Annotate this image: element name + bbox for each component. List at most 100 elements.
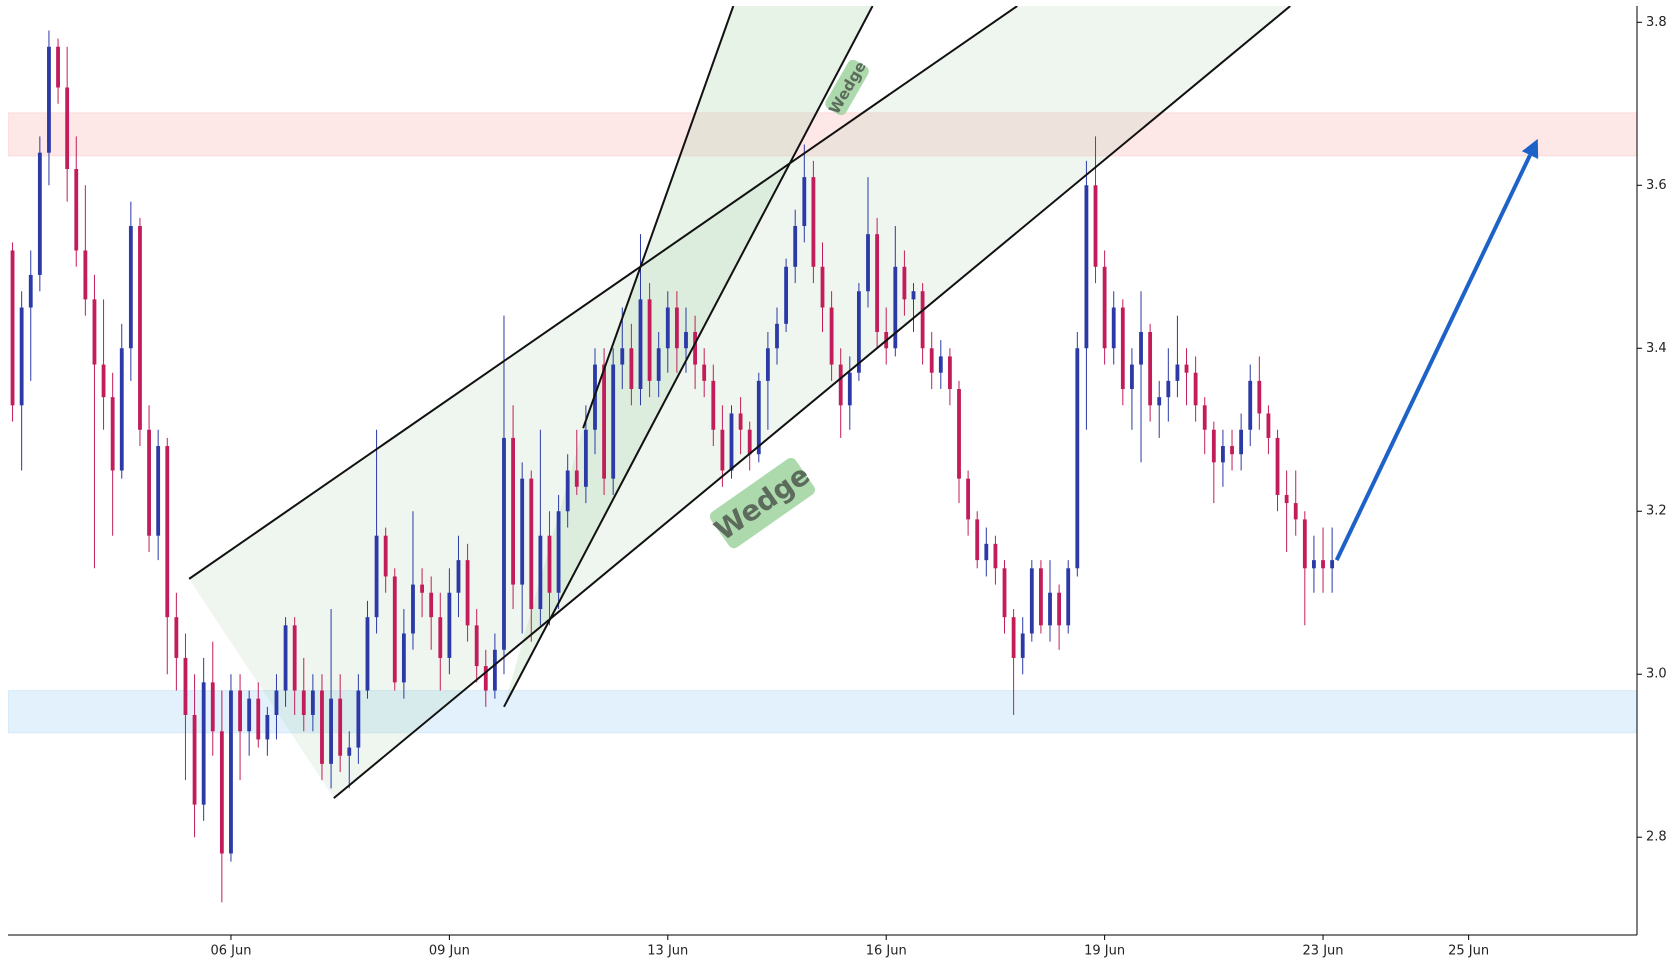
candle-body xyxy=(784,266,789,324)
candle-body xyxy=(1193,372,1198,406)
trend-line xyxy=(503,6,874,708)
candle-body xyxy=(1248,380,1253,430)
candle-body xyxy=(365,617,370,691)
candle-body xyxy=(138,226,142,430)
y-tick-label: 3.6 xyxy=(1646,178,1667,193)
price-zone xyxy=(8,112,1637,157)
candle-body xyxy=(656,348,661,381)
candle-body xyxy=(92,299,97,365)
candle-body xyxy=(647,299,652,381)
candle-body xyxy=(37,152,42,275)
candle-body xyxy=(128,226,133,349)
candle-body xyxy=(802,177,807,227)
candle-body xyxy=(1111,307,1116,349)
candle-body xyxy=(529,478,534,610)
candle-body xyxy=(1011,617,1016,658)
candle-body xyxy=(665,307,670,349)
candle-body xyxy=(101,364,106,398)
candle-body xyxy=(574,470,579,487)
candle-body xyxy=(1166,380,1171,398)
candle-body xyxy=(1293,503,1298,520)
candle-body xyxy=(820,266,825,308)
x-tick-label: 23 Jun xyxy=(1303,944,1344,959)
candle-body xyxy=(1202,405,1207,430)
candle-body xyxy=(1066,568,1071,626)
candle-body xyxy=(711,380,716,430)
price-zone xyxy=(8,690,1637,734)
candle-body xyxy=(947,356,952,390)
trend-line xyxy=(333,6,1291,799)
candle-body xyxy=(156,446,161,536)
candle-body xyxy=(856,291,861,373)
candle-body xyxy=(392,576,397,683)
candle-body xyxy=(538,535,543,610)
candle-body xyxy=(356,690,361,748)
candle-body xyxy=(174,617,179,658)
candle-body xyxy=(893,266,898,349)
candle-body xyxy=(83,250,88,300)
candle-body xyxy=(1257,380,1262,414)
candle-body xyxy=(602,364,606,479)
candle-body xyxy=(1130,364,1134,390)
candle-body xyxy=(1093,185,1098,267)
candle-body xyxy=(238,690,242,732)
candle-body xyxy=(265,714,270,740)
candle-body xyxy=(1002,568,1007,618)
candle-body xyxy=(456,560,461,593)
candle-body xyxy=(993,543,998,569)
candle-body xyxy=(201,682,206,805)
candle-body xyxy=(1211,429,1216,463)
candle-body xyxy=(829,307,834,365)
candle-body xyxy=(329,698,333,764)
candle-body xyxy=(556,511,561,593)
candle-body xyxy=(720,429,725,471)
candle-body xyxy=(374,535,379,618)
y-tick-label: 3.2 xyxy=(1646,504,1667,519)
candle-body xyxy=(911,291,916,300)
trend-line xyxy=(582,6,735,429)
candle-body xyxy=(447,592,452,658)
label-box xyxy=(709,457,815,549)
candle-body xyxy=(474,625,479,667)
x-tick-label: 19 Jun xyxy=(1084,944,1125,959)
candle-body xyxy=(966,478,971,520)
candle-body xyxy=(547,535,552,593)
x-tick-label: 09 Jun xyxy=(429,944,470,959)
candle-body xyxy=(674,307,679,349)
candle-body xyxy=(975,519,980,561)
candle-body xyxy=(411,584,415,634)
candle-body xyxy=(929,348,934,373)
candle-body xyxy=(938,356,943,373)
candle-body xyxy=(438,617,443,658)
candle-body xyxy=(957,389,961,479)
candle-body xyxy=(629,348,634,390)
candle-body xyxy=(320,690,324,764)
candle-body xyxy=(147,429,151,536)
y-tick-label: 2.8 xyxy=(1646,830,1667,845)
candle-body xyxy=(465,560,470,626)
candle-body xyxy=(1029,568,1034,634)
x-tick-label: 13 Jun xyxy=(647,944,688,959)
candle-body xyxy=(984,543,989,561)
candle-body xyxy=(775,323,779,349)
candle-body xyxy=(702,364,707,381)
channel-fill xyxy=(189,6,1291,799)
candle-body xyxy=(74,168,79,251)
candle-body xyxy=(838,364,843,406)
candle-body xyxy=(47,46,51,153)
candle-body xyxy=(1120,307,1125,390)
candle-body xyxy=(492,649,497,691)
candle-body xyxy=(756,380,761,455)
candle-body xyxy=(274,690,279,715)
candle-body xyxy=(1084,185,1089,349)
y-tick-label: 3.4 xyxy=(1646,341,1667,356)
candle-body xyxy=(1102,266,1107,349)
candle-body xyxy=(165,446,170,618)
x-tick-label: 25 Jun xyxy=(1448,944,1489,959)
candle-body xyxy=(183,657,188,715)
candle-body xyxy=(1275,437,1280,495)
candle-body xyxy=(219,731,224,854)
candle-body xyxy=(1039,568,1043,626)
candle-body xyxy=(1266,413,1271,438)
